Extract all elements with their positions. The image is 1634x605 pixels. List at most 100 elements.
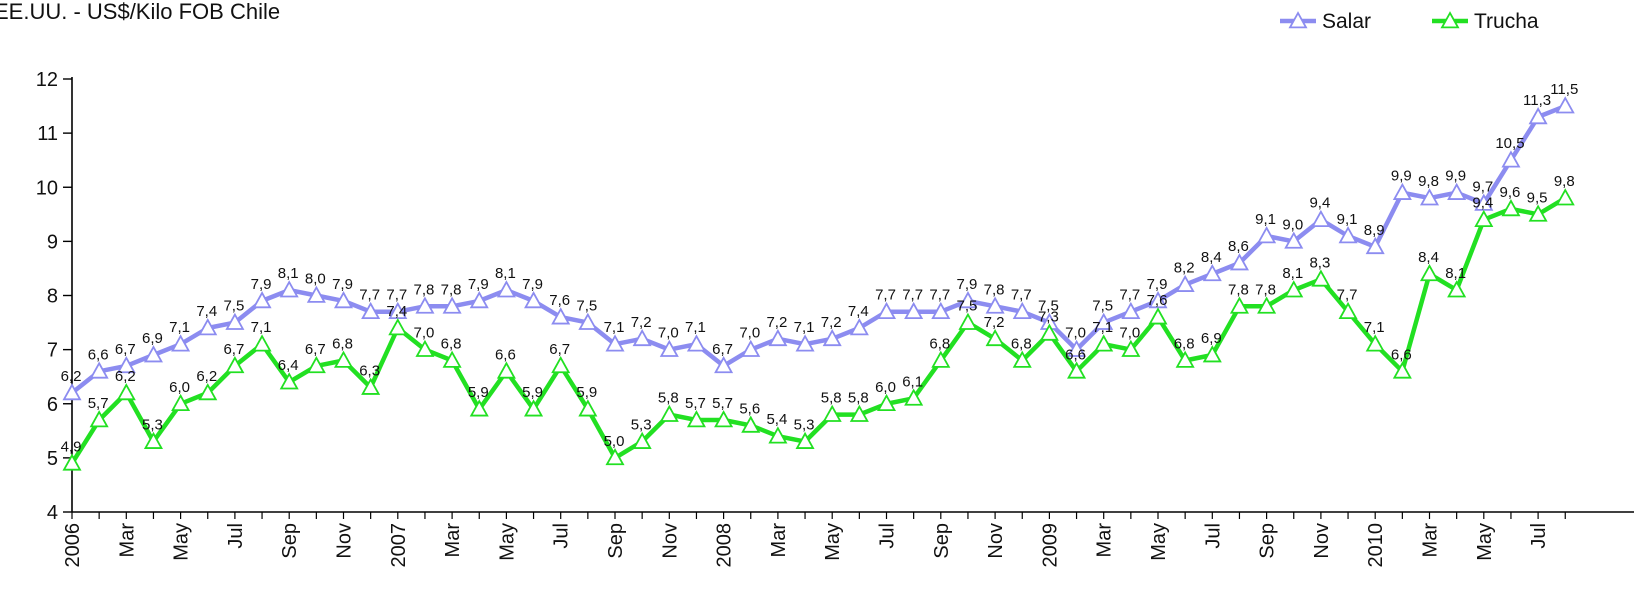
data-label-salar: 11,3 [1523,92,1551,109]
data-label-trucha: 8,1 [1282,265,1303,282]
data-label-trucha: 5,9 [522,384,543,401]
data-point-salar [1175,274,1195,292]
data-label-salar: 7,2 [766,314,787,331]
data-label-trucha: 6,7 [549,341,570,358]
data-point-salar [659,339,679,357]
x-tick-label: Mar [1094,523,1116,558]
x-tick-label: Jul [1202,523,1224,549]
data-point-salar [1067,339,1087,357]
x-tick-label: Mar [442,523,464,558]
legend-item-salar: Salar [1280,10,1371,33]
data-label-trucha: 9,6 [1500,184,1521,201]
x-tick-label: Mar [116,523,138,558]
x-tick-label: May [1474,523,1496,561]
data-point-salar [1419,188,1440,206]
data-label-salar: 9,4 [1309,195,1330,212]
data-point-salar [361,301,381,320]
data-point-trucha [1392,361,1412,379]
data-point-trucha [1039,323,1059,341]
data-point-salar [795,334,815,352]
data-label-trucha: 6,7 [223,341,244,358]
data-point-trucha [143,431,163,449]
data-label-salar: 7,5 [576,298,597,315]
x-tick-label: May [1148,523,1170,561]
series-line-trucha [70,196,1567,465]
data-label-trucha: 6,8 [929,335,950,352]
data-label-trucha: 5,8 [848,390,869,407]
data-point-salar [62,383,82,401]
data-point-trucha [62,453,82,471]
data-label-trucha: 5,4 [766,411,787,428]
series-line-salar [70,104,1567,395]
data-label-trucha: 6,8 [1011,335,1032,352]
x-tick-label: 2008 [714,523,736,568]
data-point-trucha [605,448,625,466]
data-label-salar: 7,4 [848,303,869,320]
data-point-trucha [198,383,218,401]
data-point-trucha [1338,301,1358,320]
data-label-salar: 7,9 [468,276,489,293]
data-label-salar: 7,9 [1147,276,1168,293]
data-label-salar: 7,2 [821,314,842,331]
data-label-trucha: 5,3 [631,417,652,434]
data-point-salar [578,312,598,330]
data-label-salar: 8,1 [278,265,299,282]
x-tick-label: Jul [225,523,247,549]
data-point-salar [1338,226,1358,244]
data-label-salar: 11,5 [1550,81,1578,98]
data-label-salar: 6,2 [61,368,82,385]
data-label-salar: 6,6 [88,346,109,363]
data-label-salar: 8,6 [1228,238,1249,255]
y-tick-label: 8 [47,286,58,308]
data-point-salar [252,291,272,309]
data-point-trucha [958,312,978,330]
data-point-salar [849,318,869,336]
data-label-trucha: 5,8 [821,390,842,407]
data-point-salar [985,296,1005,314]
data-point-salar [198,318,218,336]
data-point-salar [1311,209,1331,228]
data-label-trucha: 7,6 [1147,292,1168,309]
data-label-trucha: 7,7 [1337,287,1358,304]
data-label-trucha: 7,3 [1038,308,1059,325]
data-label-trucha: 5,9 [468,384,489,401]
x-tick-label: Sep [279,523,301,559]
data-label-salar: 7,5 [1038,298,1059,315]
data-label-trucha: 7,4 [386,303,407,320]
data-label-salar: 10,5 [1495,135,1524,152]
x-tick-label: May [822,523,844,561]
x-tick-label: Jul [1528,523,1550,549]
data-point-trucha [388,318,408,336]
data-point-trucha [1474,209,1494,228]
data-point-salar [116,356,136,374]
data-point-trucha [1447,280,1467,298]
data-label-trucha: 7,1 [1364,319,1385,336]
data-point-salar [1229,253,1249,271]
data-label-trucha: 6,2 [115,368,136,385]
data-point-salar [551,307,571,325]
data-label-trucha: 5,3 [794,417,815,434]
data-label-trucha: 7,8 [1255,281,1276,298]
legend-swatch-marker [1288,11,1308,29]
data-label-trucha: 8,1 [1445,265,1466,282]
y-tick-label: 10 [36,177,58,199]
data-label-salar: 7,7 [875,287,896,304]
y-tick-label: 11 [37,123,58,145]
data-point-trucha [686,410,706,428]
x-tick-label: 2007 [388,523,410,568]
data-point-salar [1257,226,1277,244]
data-point-trucha [1121,339,1141,357]
data-point-trucha [225,356,245,374]
data-point-salar [496,280,516,298]
data-point-salar [1501,150,1521,168]
data-point-trucha [632,431,652,449]
data-label-trucha: 6,8 [1174,335,1195,352]
data-label-trucha: 7,5 [957,298,978,315]
data-point-trucha [1501,199,1521,217]
data-label-salar: 7,1 [685,319,706,336]
data-point-trucha [1528,204,1548,222]
data-label-trucha: 6,8 [441,335,462,352]
data-point-salar [279,280,299,298]
data-point-trucha [1419,263,1440,282]
data-point-trucha [333,350,354,368]
